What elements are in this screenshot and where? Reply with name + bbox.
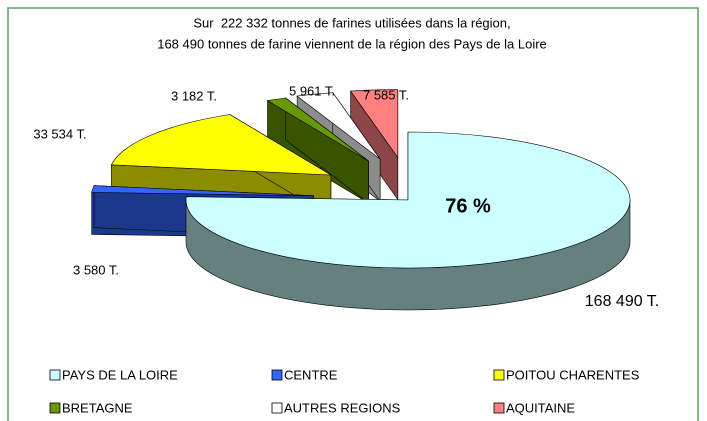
percent-label: 76 % (445, 195, 491, 217)
legend-label: BRETAGNE (62, 400, 133, 415)
data-label: 7 585 T. (363, 87, 409, 102)
slice (91, 185, 314, 197)
data-label: 3 580 T. (73, 262, 119, 277)
legend-swatch (271, 402, 283, 414)
slice (185, 131, 631, 269)
slice (110, 114, 332, 176)
legend-label: AQUITAINE (506, 400, 575, 415)
data-label: 5 961 T. (289, 83, 335, 98)
legend-swatch (271, 369, 283, 381)
data-label: 168 490 T. (585, 293, 659, 310)
slice (266, 97, 369, 162)
chart-title-line: Sur 222 332 tonnes de farines utilisées … (193, 15, 510, 30)
legend-swatch (493, 402, 505, 414)
slice (350, 89, 399, 159)
legend-label: POITOU CHARENTES (506, 367, 640, 382)
data-label: 3 182 T. (171, 88, 217, 103)
data-label: 33 534 T. (33, 126, 86, 141)
legend-swatch (49, 402, 61, 414)
legend-swatch (49, 369, 61, 381)
legend-label: PAYS DE LA LOIRE (62, 367, 178, 382)
slice (296, 92, 381, 160)
legend-label: CENTRE (284, 367, 338, 382)
legend-label: AUTRES REGIONS (284, 400, 401, 415)
chart-title-line: 168 490 tonnes de farine viennent de la … (157, 36, 547, 51)
legend-swatch (493, 369, 505, 381)
